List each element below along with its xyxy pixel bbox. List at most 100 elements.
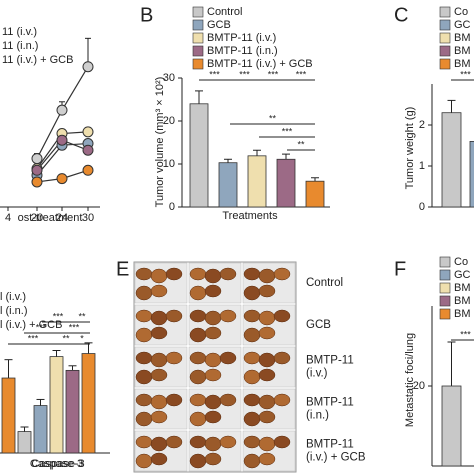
legend-label: 11 (i.v.) + GCB [2,54,73,66]
legend-label: GC [454,19,471,31]
legend-label: BMTP-11 (i.n.) [207,45,278,57]
significance-label: *** [36,322,47,332]
lung-lobe [135,369,153,385]
x-axis-label: ost-treatment [18,212,83,224]
y-tick-label: 20 [163,115,175,127]
significance-label: * [80,333,84,343]
row-label: BMTP-11 (i.v.) + GCB [306,439,366,464]
lung-lobe [150,368,168,382]
lung-lobe [189,369,207,385]
bar [441,385,462,467]
lung-lobe [135,351,153,365]
lung-lobe [219,309,237,323]
lung-lobe [135,309,153,323]
data-point [31,164,43,176]
data-point [56,134,68,146]
lung-lobe [258,326,276,340]
x-tick-label: 20 [31,212,43,224]
lung-lobe [258,368,276,382]
legend-label: BM [454,45,471,57]
lung-lobe [258,394,276,410]
data-point [31,153,43,165]
lung-lobe [165,435,183,449]
lung-lobe [243,285,261,301]
x-tick-label: 4 [5,212,11,224]
lung-lobe [204,352,222,368]
panel-letter: E [116,258,129,280]
significance-label: ** [62,333,70,343]
lung-lobe [204,268,222,284]
legend-swatch [439,6,451,18]
lung-lobe [258,452,276,466]
lung-lobe [135,435,153,449]
lung-lobe [150,410,168,424]
lung-lobe [150,284,168,298]
lung-lobe [165,393,183,407]
lung-lobe [150,326,168,340]
legend-label: 11 (i.v.) [2,26,37,38]
y-tick-label: 10 [163,158,175,170]
significance-label: *** [28,333,39,343]
legend-label: l (i.v.) [0,291,26,303]
lung-lobe [189,435,207,449]
y-axis-label: Tumor volume (mm³ × 10²) [154,77,166,208]
row-label: Control [306,277,343,289]
significance-label: *** [209,69,220,79]
lung-lobe [243,267,261,281]
legend-swatch [439,32,451,44]
lung-lobe [189,267,207,281]
significance-label: *** [53,311,64,321]
significance-label: *** [69,322,80,332]
lung-lobe [243,411,261,427]
lung-lobe [189,453,207,469]
bar [305,180,325,208]
lung-lobe [150,436,168,452]
y-tick-label: 30 [163,72,175,84]
panel-letter: C [394,4,408,26]
lung-lobe [150,352,168,368]
data-point [56,173,68,185]
lung-lobe [135,453,153,469]
lung-lobe [189,411,207,427]
lung-lobe [204,436,222,452]
x-tick-label: 24 [56,212,68,224]
x-axis-label: Treatments [222,210,278,222]
legend-label: BM [454,308,471,320]
bar [441,112,462,208]
significance-label: *** [460,329,471,339]
lung-lobe [258,410,276,424]
lung-lobe [165,351,183,365]
lung-lobe [204,326,222,340]
legend-swatch [192,19,204,31]
lung-lobe [204,394,222,410]
legend-label: BMTP-11 (i.v.) [207,32,276,44]
significance-label: *** [282,126,293,136]
lung-lobe [219,351,237,365]
legend-label: GCB [207,19,231,31]
y-tick-label: 0 [169,201,175,213]
legend-label: Control [207,6,242,18]
lung-lobe [189,351,207,365]
legend-swatch [192,45,204,57]
x-tick-label: 30 [82,212,94,224]
legend-label: BM [454,58,471,70]
lung-lobe [204,452,222,466]
lung-lobe [258,268,276,284]
bar [49,356,64,454]
lung-lobe [204,410,222,424]
y-axis-label: Metastatic foci/lung [404,333,416,427]
legend-label: 11 (i.n.) [2,40,38,52]
row-label: BMTP-11 (i.v.) [306,355,354,380]
lung-lobe [150,394,168,410]
legend-label: Co [454,256,468,268]
legend-swatch [192,32,204,44]
lung-lobe [135,267,153,281]
lung-lobe [204,310,222,326]
lung-lobe [135,393,153,407]
bar [218,162,238,208]
significance-label: ** [297,139,305,149]
legend-swatch [439,58,451,70]
significance-label: ** [269,113,277,123]
lung-lobe [189,393,207,407]
lung-lobe [243,435,261,449]
